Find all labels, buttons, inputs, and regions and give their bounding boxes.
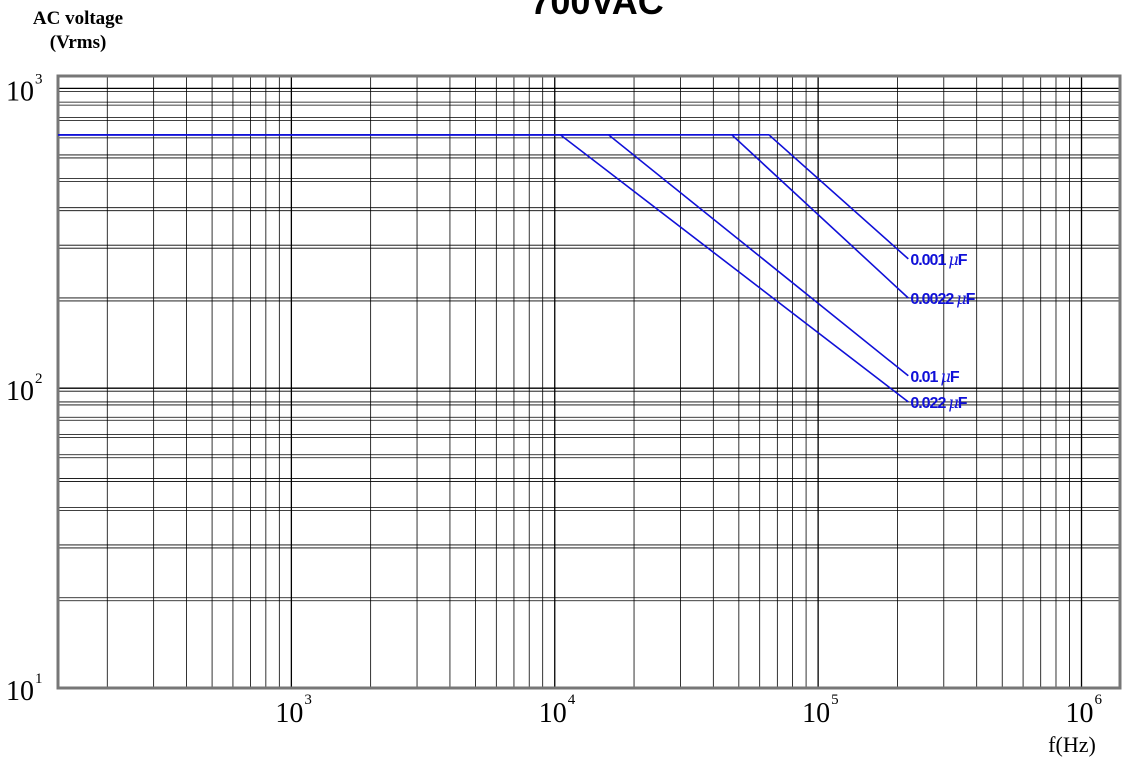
series-line-0 — [58, 134, 909, 260]
x-tick-label: 10 — [275, 698, 303, 729]
grid — [58, 76, 1120, 688]
x-tick-exponent: 4 — [568, 692, 576, 708]
series-line-3 — [58, 134, 909, 403]
y-axis-label-line1: AC voltage — [33, 8, 123, 29]
tick-layer: 10 3 10 4 10 5 10 610 110 210 3 — [6, 71, 1103, 729]
y-tick-exponent: 1 — [35, 671, 43, 687]
y-tick-label: 10 — [6, 676, 34, 707]
series-label-1: 0.0022 μF — [910, 289, 975, 308]
x-tick-exponent: 5 — [831, 692, 839, 708]
x-tick-label: 10 — [539, 698, 567, 729]
x-tick-label: 10 — [1066, 698, 1094, 729]
chart-title: 700VAC — [530, 0, 663, 22]
series-layer: 0.001 μF 0.0022 μF 0.01 μF 0.022 μF — [58, 134, 977, 412]
series-label-0: 0.001 μF — [910, 250, 967, 269]
x-tick-label: 10 — [802, 698, 830, 729]
x-axis-unit-label: f(Hz) — [1048, 732, 1096, 757]
series-label-2: 0.01 μF — [910, 367, 960, 386]
plot-frame — [56, 74, 1122, 690]
x-tick-exponent: 3 — [304, 692, 312, 708]
y-axis-label-line2: (Vrms) — [50, 32, 107, 53]
y-tick-exponent: 2 — [35, 371, 43, 387]
x-tick-exponent: 6 — [1095, 692, 1103, 708]
y-tick-label: 10 — [6, 76, 34, 107]
series-label-3: 0.022 μF — [910, 393, 967, 412]
y-tick-label: 10 — [6, 376, 34, 407]
y-tick-exponent: 3 — [35, 71, 43, 87]
series-line-2 — [58, 134, 909, 377]
